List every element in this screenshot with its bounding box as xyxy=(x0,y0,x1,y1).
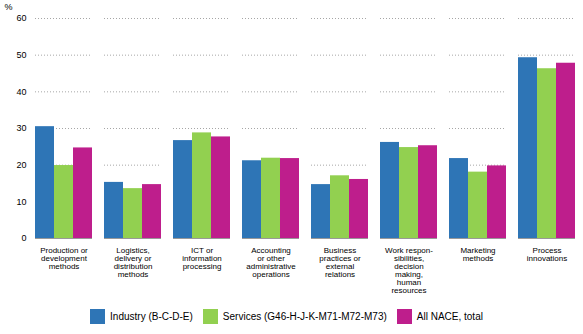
svg-text:0: 0 xyxy=(21,233,26,243)
svg-text:10: 10 xyxy=(16,197,26,207)
svg-text:30: 30 xyxy=(16,123,26,133)
svg-text:Accountingor otheradministrati: Accountingor otheradministrativeoperatio… xyxy=(246,246,296,279)
svg-text:%: % xyxy=(5,2,13,12)
svg-text:40: 40 xyxy=(16,87,26,97)
html-text:Industry (B-C-D-E): Industry (B-C-D-E) xyxy=(110,311,193,322)
svg-text:Production ordevelopmentmethod: Production ordevelopmentmethods xyxy=(40,246,88,271)
html-text:Services (G46-H-J-K-M71-M72-M7: Services (G46-H-J-K-M71-M72-M73) xyxy=(222,311,387,322)
svg-text:50: 50 xyxy=(16,50,26,60)
svg-text:Processinnovations: Processinnovations xyxy=(527,246,567,263)
html-text:All NACE, total: All NACE, total xyxy=(416,311,483,322)
svg-text:60: 60 xyxy=(16,13,26,23)
svg-text:Work respon-sibilities,decisio: Work respon-sibilities,decisionmaking,hu… xyxy=(385,246,433,295)
svg-text:Businesspractices orexternalre: Businesspractices orexternalrelations xyxy=(319,246,361,279)
svg-text:Marketingmethods: Marketingmethods xyxy=(460,246,495,263)
svg-text:ICT orinformationprocessing: ICT orinformationprocessing xyxy=(182,246,222,271)
svg-text:Logistics,delivery ordistribut: Logistics,delivery ordistributionmethods xyxy=(114,246,153,279)
svg-text:20: 20 xyxy=(16,160,26,170)
